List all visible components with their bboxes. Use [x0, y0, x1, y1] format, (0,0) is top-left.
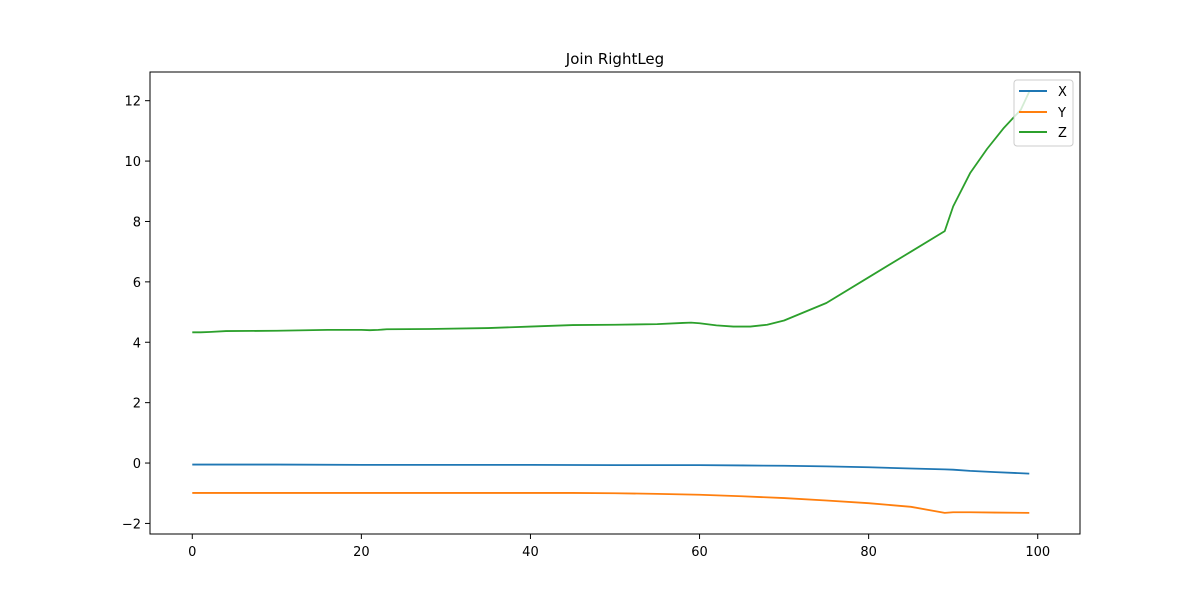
legend-label-z: Z — [1058, 126, 1067, 141]
series-layer — [192, 91, 1031, 514]
y-tick-label: 12 — [124, 95, 141, 110]
plot-area-frame — [149, 71, 1081, 535]
y-tick-label: 8 — [133, 215, 141, 230]
chart-title: Join RightLeg — [565, 50, 664, 68]
x-tick-label: 0 — [188, 545, 196, 560]
ticks-layer: 0 20 40 60 80 100 −2 0 2 4 6 8 10 12 — [122, 95, 1050, 560]
legend: X Y Z — [1013, 79, 1074, 147]
x-tick-label: 60 — [691, 545, 708, 560]
legend-label-x: X — [1058, 85, 1067, 100]
y-tick-label: 2 — [133, 397, 141, 412]
x-tick-label: 40 — [522, 545, 539, 560]
series-line-z — [192, 91, 1031, 334]
x-tick-label: 80 — [860, 545, 877, 560]
y-tick-label: 0 — [133, 457, 141, 472]
y-tick-label: −2 — [122, 517, 141, 532]
y-tick-label: 4 — [133, 336, 141, 351]
x-tick-label: 20 — [353, 545, 370, 560]
series-line-x — [192, 463, 1030, 475]
y-tick-label: 10 — [124, 155, 141, 170]
x-tick-label: 100 — [1025, 545, 1050, 560]
y-tick-label: 6 — [133, 276, 141, 291]
series-line-y — [192, 492, 1030, 514]
legend-label-y: Y — [1057, 106, 1066, 121]
